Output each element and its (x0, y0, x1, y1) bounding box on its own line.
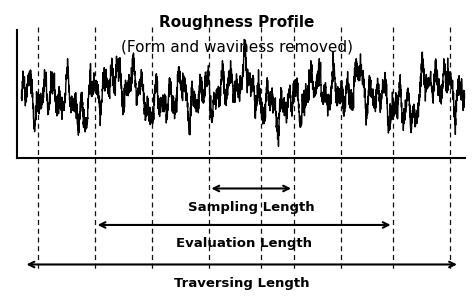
Text: Evaluation Length: Evaluation Length (176, 237, 312, 250)
Text: Roughness Profile: Roughness Profile (159, 15, 315, 30)
Text: (Form and waviness removed): (Form and waviness removed) (121, 40, 353, 54)
Text: Sampling Length: Sampling Length (188, 201, 315, 214)
Text: Traversing Length: Traversing Length (174, 277, 310, 290)
